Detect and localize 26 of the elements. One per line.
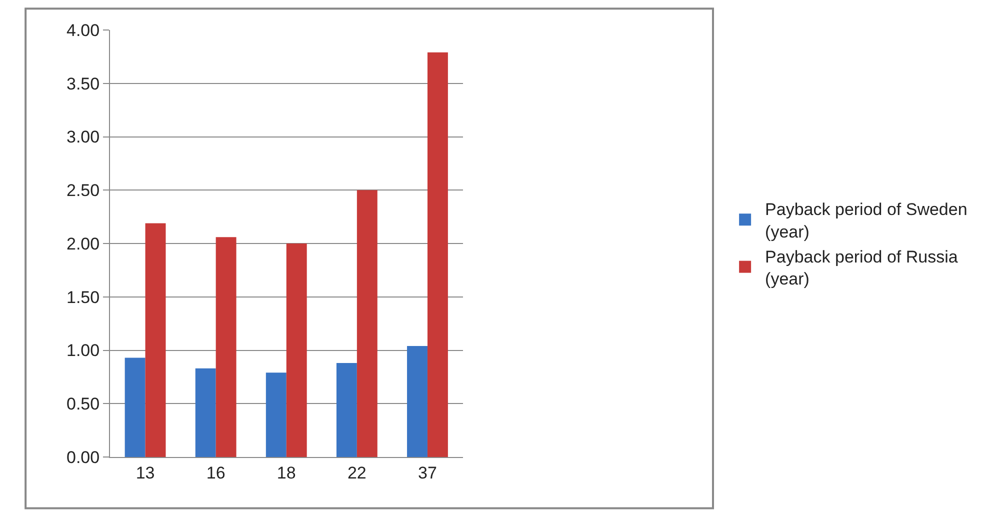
bar [407, 346, 428, 457]
y-tick-label: 1.00 [66, 341, 100, 360]
x-tick-label: 18 [276, 463, 296, 482]
legend-label: Payback period of Russia (year) [765, 247, 958, 288]
bar [336, 363, 357, 457]
bar [356, 190, 378, 457]
y-tick-label: 0.00 [66, 448, 100, 467]
x-tick-label: 37 [418, 463, 437, 482]
x-tick-label: 22 [347, 463, 366, 482]
y-tick-label: 3.00 [66, 128, 100, 147]
bar [216, 237, 236, 457]
bar [195, 368, 216, 457]
bar [145, 223, 166, 457]
y-tick-label: 2.50 [66, 181, 100, 200]
x-tick-label: 13 [136, 463, 155, 482]
x-tick-label: 16 [206, 463, 226, 482]
bar [266, 372, 286, 457]
y-tick-label: 1.50 [66, 288, 100, 307]
legend-label: Payback period of Sweden (year) [765, 200, 968, 242]
bar [124, 358, 146, 457]
y-tick-label: 3.50 [66, 74, 100, 94]
y-tick-label: 4.00 [66, 20, 100, 40]
bar [427, 52, 448, 457]
y-tick-label: 0.50 [66, 394, 100, 414]
y-tick-label: 2.00 [66, 234, 100, 254]
bar [286, 244, 307, 457]
